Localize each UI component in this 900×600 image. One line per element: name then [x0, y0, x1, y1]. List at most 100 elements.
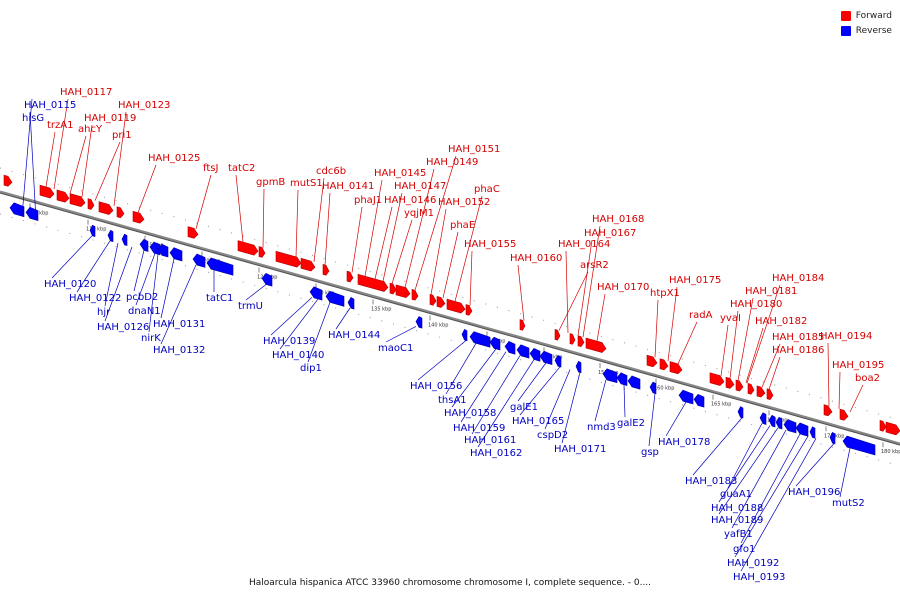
gene-leader-line	[720, 324, 729, 376]
gene-label: trzA1	[47, 120, 73, 131]
gene-label: HAH_0180	[730, 299, 782, 310]
reverse-gene	[489, 336, 501, 351]
gene-label: HAH_0161	[464, 435, 516, 446]
gene-leader-line	[519, 366, 561, 416]
reverse-gene	[309, 286, 323, 301]
gene-label: HAH_0125	[148, 153, 200, 164]
gene-label: arsR2	[580, 260, 609, 271]
reverse-gene	[616, 372, 628, 386]
forward-gene	[389, 282, 397, 295]
reverse-gene	[469, 331, 491, 348]
gene-leader-line	[729, 310, 739, 379]
gene-leader-line	[307, 302, 331, 363]
gene-label: HAH_0175	[669, 275, 721, 286]
gene-leader-line	[544, 369, 571, 430]
gene-leader-line	[469, 250, 473, 306]
gene-label: tatC1	[206, 293, 233, 304]
gene-label: HAH_0186	[772, 345, 824, 356]
gene-leader-line	[471, 355, 521, 435]
forward-gene	[554, 329, 561, 341]
gene-leader-line	[727, 423, 763, 489]
reverse-gene	[89, 224, 96, 237]
gene-label: HAH_0140	[272, 350, 324, 361]
gene-leader-line	[761, 343, 781, 388]
gene-leader-line	[654, 299, 659, 358]
gene-label: boa2	[855, 373, 880, 384]
reverse-gene	[157, 243, 169, 258]
gene-label: phaJ1	[354, 195, 382, 206]
forward-gene	[3, 174, 13, 187]
gene-label: HAH_0152	[438, 197, 490, 208]
gene-leader-line	[404, 168, 435, 288]
forward-gene	[187, 226, 199, 239]
legend: Forward Reverse	[840, 8, 892, 38]
gene-label: HAH_0139	[263, 336, 315, 347]
gene-leader-line	[69, 135, 87, 194]
reverse-gene	[149, 241, 161, 256]
gene-leader-line	[245, 284, 267, 301]
legend-forward: Forward	[840, 8, 892, 23]
gene-label: HAH_0147	[394, 181, 446, 192]
forward-gene	[87, 198, 95, 210]
gene-label: HAH_0156	[410, 381, 462, 392]
gene-leader-line	[45, 131, 56, 187]
reverse-gene	[627, 375, 641, 390]
gene-leader-line	[561, 372, 581, 444]
gene-label: HAH_0132	[153, 345, 205, 356]
gene-leader-line	[558, 271, 589, 331]
gene-leader-line	[718, 425, 771, 503]
gene-leader-line	[160, 264, 197, 345]
gene-leader-line	[731, 429, 787, 529]
gene-label: HAH_0170	[597, 282, 649, 293]
reverse-gene	[516, 344, 530, 359]
gene-label: HAH_0160	[510, 253, 562, 264]
reverse-swatch	[840, 25, 851, 36]
forward-gene	[885, 421, 900, 436]
reverse-gene	[504, 341, 516, 355]
gene-leader-line	[29, 111, 37, 221]
gene-leader-line	[451, 348, 497, 408]
gene-leader-line	[577, 239, 593, 336]
reverse-gene	[649, 381, 657, 395]
gene-leader-line	[460, 351, 507, 423]
reverse-gene	[602, 368, 618, 384]
legend-forward-label: Forward	[855, 10, 892, 21]
gene-label: nirK	[141, 333, 161, 344]
gene-label: HAH_0162	[470, 448, 522, 459]
reverse-gene	[529, 348, 541, 362]
gene-leader-line	[104, 246, 133, 322]
gene-leader-line	[160, 258, 175, 319]
gene-label: HAH_0141	[322, 181, 374, 192]
gene-label: galE2	[617, 418, 645, 429]
forward-gene	[116, 206, 125, 219]
gene-leader-line	[746, 284, 781, 384]
gene-label: mutS1	[290, 178, 323, 189]
reverse-gene	[25, 206, 39, 222]
reverse-gene	[842, 435, 876, 456]
gene-label: HAH_0117	[60, 87, 112, 98]
gene-leader-line	[104, 242, 119, 307]
reverse-guide-line	[0, 213, 900, 467]
reverse-gene	[775, 416, 783, 430]
gene-label: HAH_0189	[711, 515, 763, 526]
gene-leader-line	[677, 321, 698, 364]
forward-gene	[446, 298, 466, 314]
gene-label: HAH_0144	[328, 330, 380, 341]
axis-tick-label: 135 kbp	[371, 306, 391, 312]
gene-leader-line	[351, 206, 363, 273]
gene-label: ftsJ	[203, 163, 218, 174]
gene-label: HAH_0151	[448, 144, 500, 155]
reverse-gene	[809, 426, 816, 439]
gene-label: HAH_0183	[685, 476, 737, 487]
forward-gene	[585, 337, 607, 353]
forward-gene	[56, 189, 70, 203]
gene-leader-line	[113, 111, 127, 206]
reverse-gene	[415, 316, 423, 329]
gene-label: HAH_0123	[118, 100, 170, 111]
gene-label: HAH_0155	[464, 239, 516, 250]
gene-label: HAH_0184	[772, 273, 824, 284]
gene-label: HAH_0165	[512, 416, 564, 427]
forward-gene	[429, 294, 437, 306]
gene-leader-line	[827, 342, 830, 407]
